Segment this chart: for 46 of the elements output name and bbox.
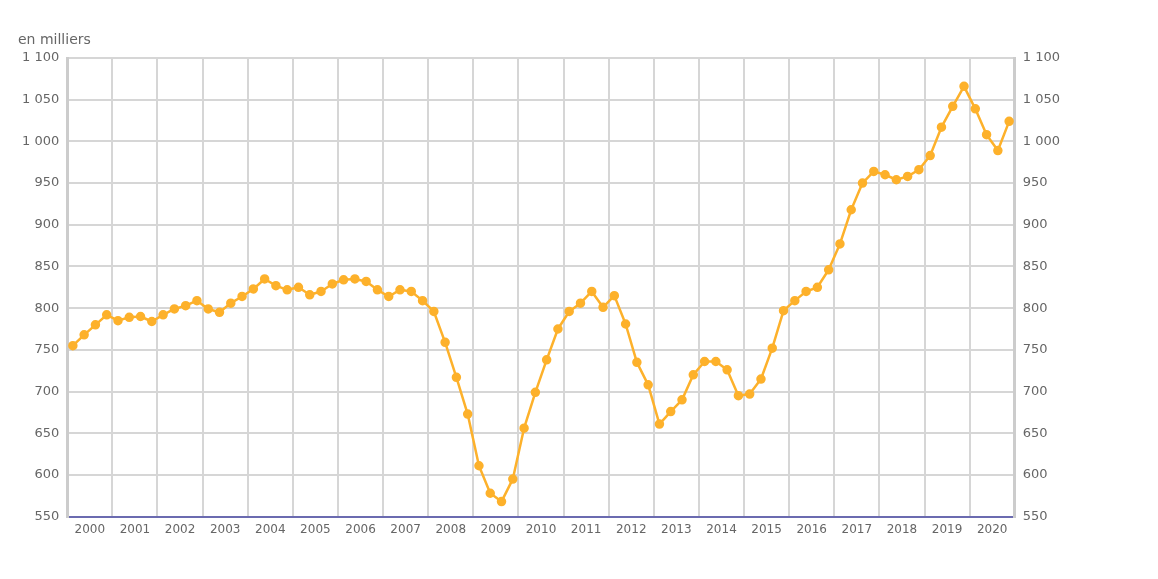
x-tick-label: 2018: [886, 521, 918, 536]
x-tick-label: 2013: [661, 521, 692, 536]
x-tick-label: 2007: [390, 521, 421, 536]
x-tick-label: 2015: [751, 521, 782, 536]
y-tick-label: 950: [34, 174, 60, 190]
y-tick-label: 850: [34, 257, 60, 273]
y2-tick-label: 900: [1022, 216, 1048, 232]
x-tick-label: 2011: [570, 521, 602, 536]
x-tick-label: 2019: [931, 521, 963, 536]
y-tick-label: 550: [34, 507, 60, 523]
x-tick-label: 2014: [706, 521, 737, 536]
y-tick-label: 1 050: [22, 91, 60, 107]
y2-tick-label: 1 050: [1022, 91, 1060, 107]
y-tick-label: 900: [34, 216, 60, 232]
x-tick-label: 2020: [976, 521, 1008, 536]
y-tick-label: 800: [34, 299, 60, 315]
y2-tick-label: 600: [1022, 466, 1048, 482]
y2-tick-label: 1 000: [1022, 132, 1060, 148]
y-tick-label: 1 000: [22, 132, 60, 148]
x-tick-label: 2009: [480, 521, 512, 536]
x-tick-label: 2001: [119, 521, 151, 536]
y-tick-label: 700: [34, 382, 60, 398]
x-tick-label: 2008: [435, 521, 467, 536]
y2-tick-label: 800: [1022, 299, 1048, 315]
y-axis-title: en milliers: [18, 31, 91, 47]
x-tick-label: 2017: [841, 521, 873, 536]
x-tick-label: 2000: [74, 521, 106, 536]
x-tick-label: 2010: [525, 521, 557, 536]
y-tick-label: 1 100: [22, 49, 60, 65]
y2-tick-label: 950: [1022, 174, 1048, 190]
y-tick-label: 750: [34, 341, 60, 357]
x-tick-label: 2012: [615, 521, 647, 536]
x-tick-label: 2016: [796, 521, 828, 536]
x-tick-label: 2003: [209, 521, 241, 536]
x-tick-label: 2004: [254, 521, 286, 536]
x-tick-label: 2002: [164, 521, 196, 536]
y-tick-label: 600: [34, 466, 60, 482]
y2-tick-label: 750: [1022, 341, 1048, 357]
y-tick-label: 650: [34, 424, 60, 440]
x-tick-label: 2005: [300, 521, 331, 536]
y2-tick-label: 1 100: [1022, 49, 1060, 65]
y2-tick-label: 650: [1022, 424, 1048, 440]
x-tick-label: 2006: [345, 521, 376, 536]
y2-tick-label: 700: [1022, 382, 1048, 398]
y2-tick-label: 850: [1022, 257, 1048, 273]
y2-tick-label: 550: [1022, 507, 1048, 523]
